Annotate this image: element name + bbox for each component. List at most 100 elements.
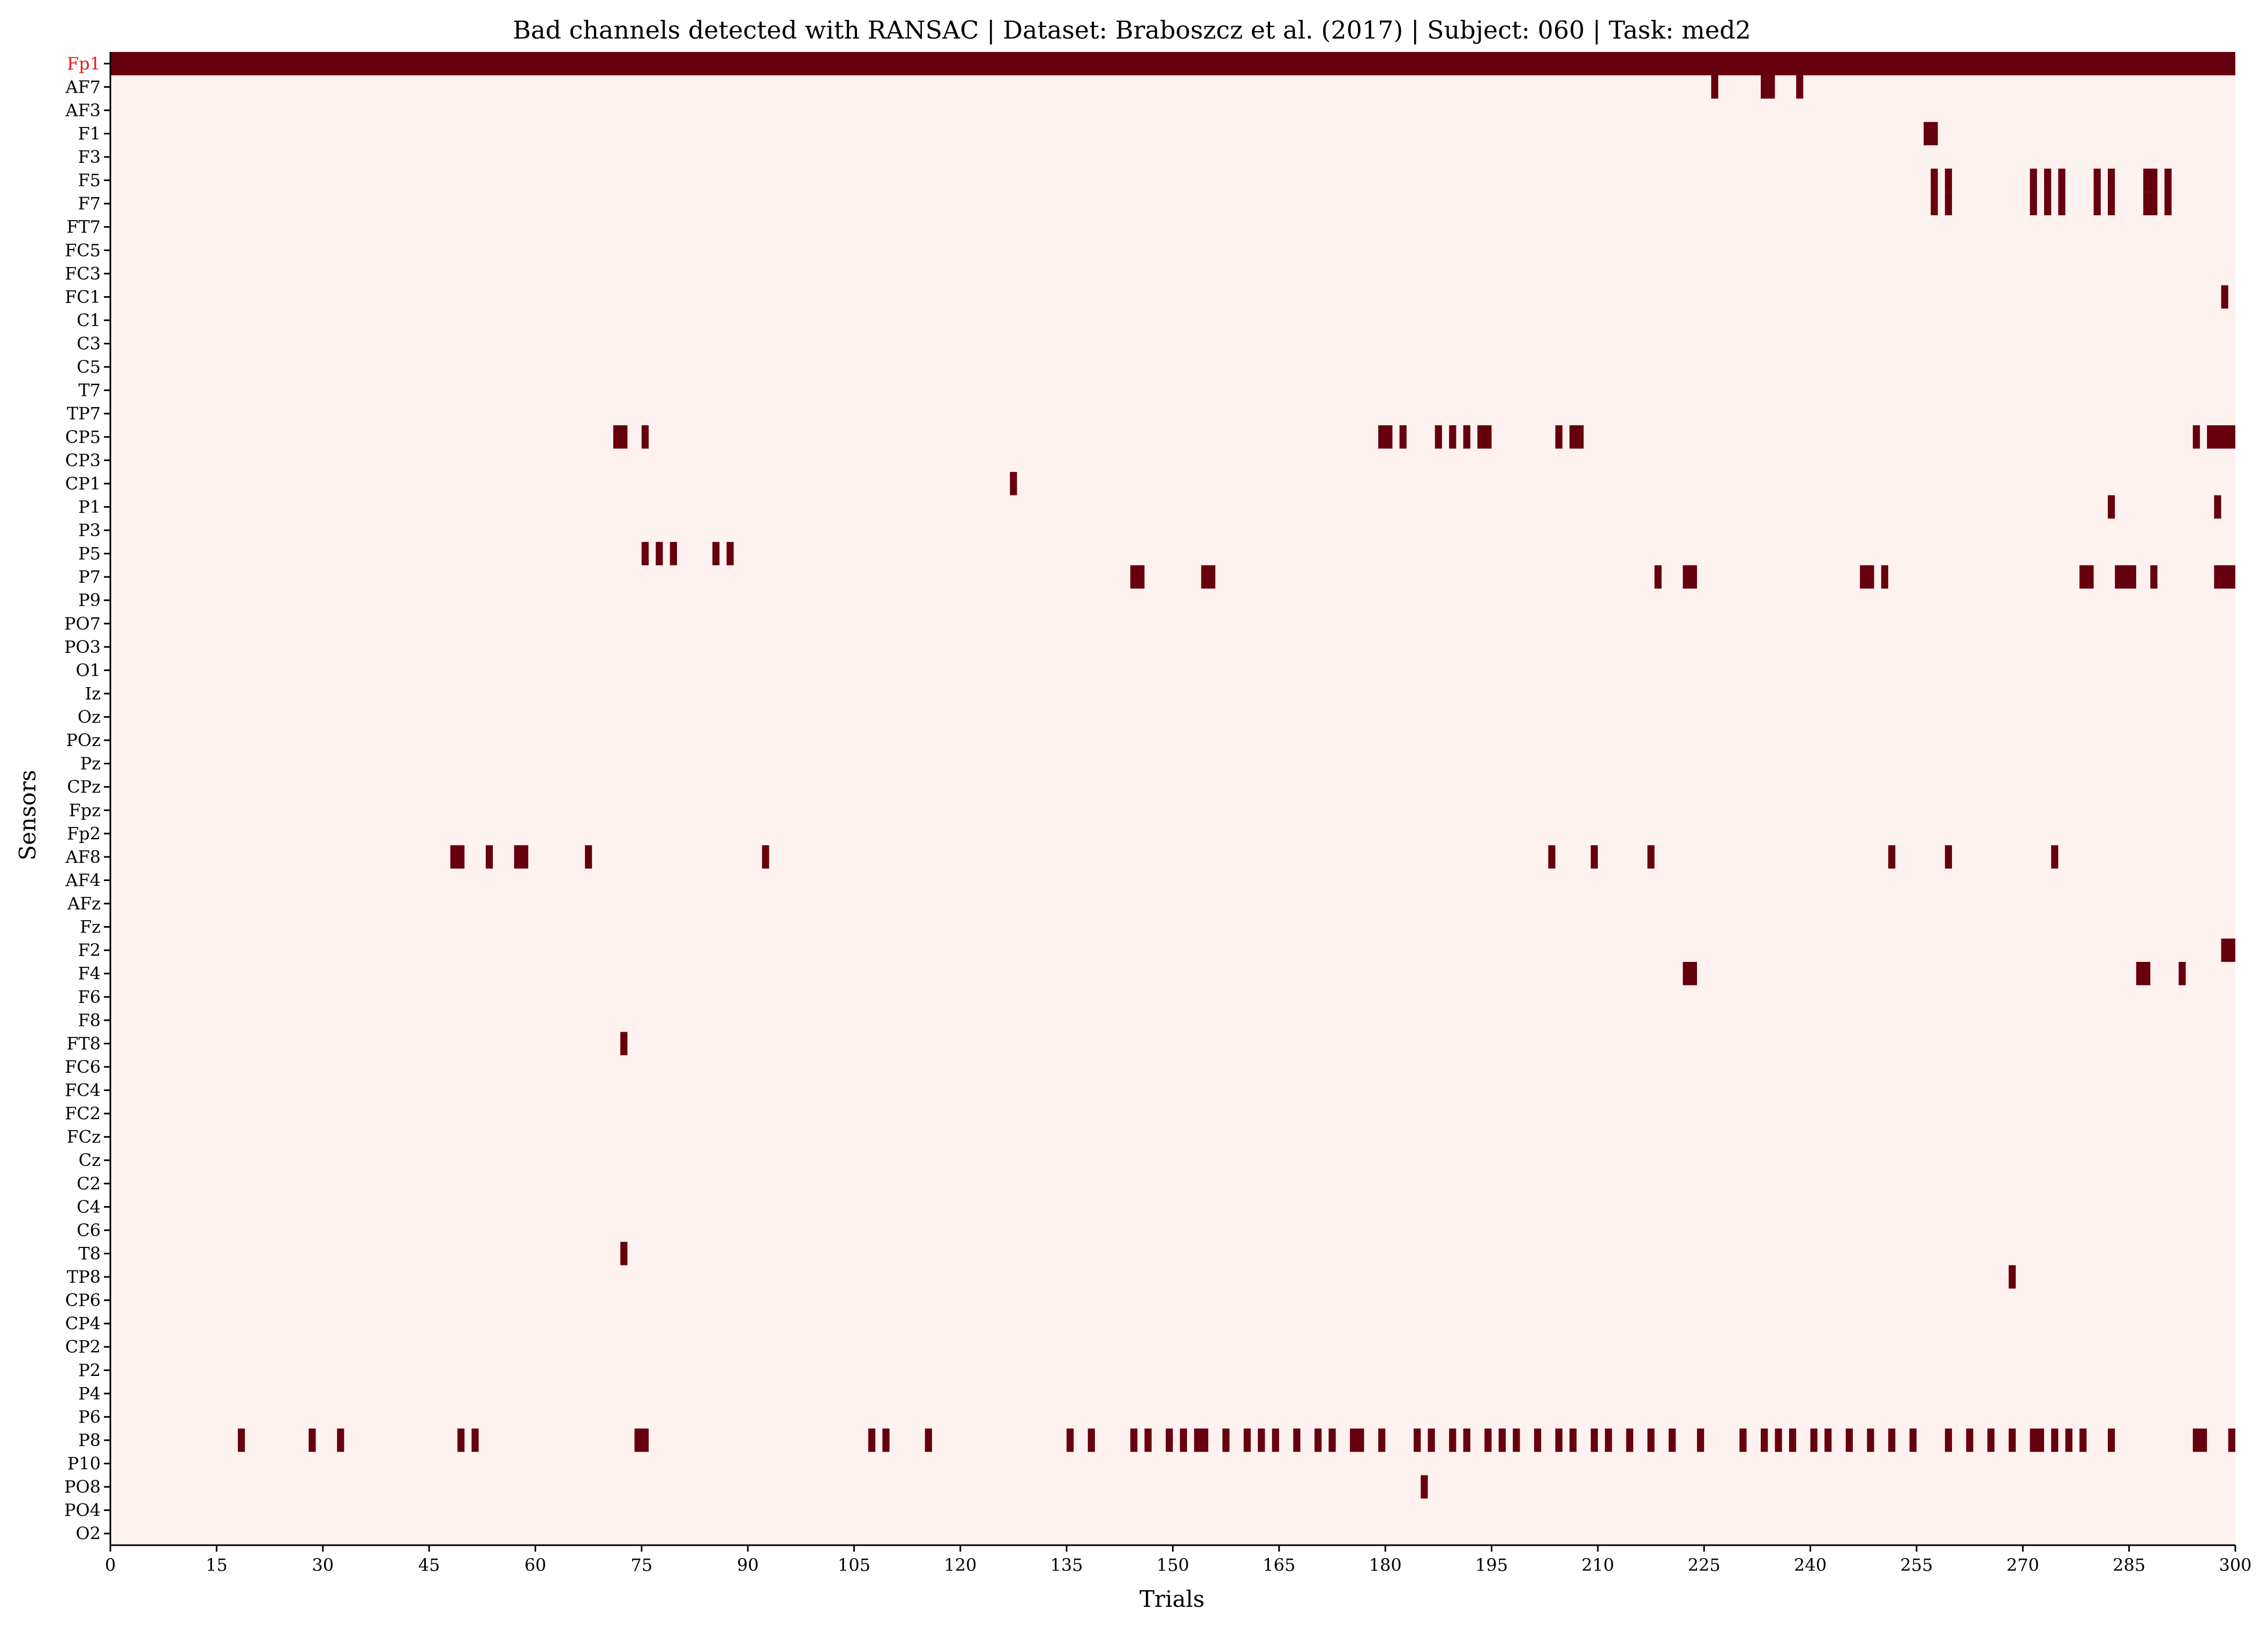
bad-cell <box>1931 192 1938 215</box>
plot-area <box>109 52 2235 1546</box>
bad-cell <box>1272 1428 1279 1452</box>
bad-cell <box>1924 122 1938 146</box>
bad-cell <box>1881 565 1889 589</box>
bad-cell <box>1909 1428 1917 1452</box>
bad-cell <box>1590 1428 1598 1452</box>
bad-cell <box>656 541 663 566</box>
bad-cell <box>2192 1428 2207 1452</box>
y-tick-label: F4 <box>78 964 101 984</box>
bad-cell <box>2115 565 2136 589</box>
bad-cell <box>1987 1428 1995 1452</box>
bad-cell <box>1569 1428 1577 1452</box>
bad-cell <box>1569 425 1584 449</box>
bad-cell <box>2164 192 2172 215</box>
bad-cell <box>1860 565 1874 589</box>
bad-cell <box>2107 192 2115 215</box>
y-tick-label: T8 <box>78 1243 101 1263</box>
bad-cell <box>1534 1428 1542 1452</box>
bad-cell <box>641 541 649 566</box>
bad-cell <box>2079 565 2094 589</box>
y-tick-label: PO8 <box>64 1477 101 1497</box>
bad-cell <box>726 541 734 566</box>
y-tick-label: T7 <box>78 380 101 401</box>
bad-cell <box>1378 1428 1386 1452</box>
x-tick-label: 300 <box>2219 1555 2251 1575</box>
bad-cell <box>1144 1428 1152 1452</box>
y-axis-label: Sensors <box>14 770 41 860</box>
y-tick-label: Fp2 <box>67 823 101 844</box>
bad-cell <box>1180 1428 1187 1452</box>
y-tick-label: O1 <box>76 660 101 680</box>
y-tick-label: POz <box>66 730 101 750</box>
y-tick-label: CPz <box>67 777 101 797</box>
bad-cell <box>2008 1428 2016 1452</box>
y-tick-label: FCz <box>66 1127 101 1147</box>
y-tick-label: F7 <box>78 193 101 214</box>
bad-cell <box>2051 845 2059 869</box>
x-tick-label: 225 <box>1688 1555 1721 1575</box>
bad-cell <box>2008 1265 2016 1289</box>
bad-cell <box>337 1428 344 1452</box>
bad-cell <box>1130 565 1145 589</box>
x-tick-label: 0 <box>105 1555 116 1575</box>
y-tick-label: FC3 <box>65 264 101 284</box>
bad-cell <box>1243 1428 1251 1452</box>
bad-cell <box>1350 1428 1364 1452</box>
x-tick-label: 270 <box>2007 1555 2039 1575</box>
bad-cell <box>110 52 2235 76</box>
bad-cell <box>712 541 720 566</box>
y-tick-label: FT7 <box>66 217 101 237</box>
y-tick-label: C2 <box>77 1173 101 1194</box>
bad-cell <box>2030 192 2037 215</box>
bad-cell <box>1789 1428 1797 1452</box>
y-tick-label: P2 <box>78 1360 101 1380</box>
y-tick-label: CP4 <box>65 1313 101 1334</box>
bad-cell <box>1775 1428 1782 1452</box>
bad-cell <box>1626 1428 1634 1452</box>
y-tick-label: Pz <box>80 754 101 774</box>
y-tick-label: P1 <box>78 496 101 517</box>
bad-cell <box>1711 75 1718 99</box>
x-tick-label: 285 <box>2113 1555 2145 1575</box>
y-tick-label: FC4 <box>65 1080 101 1101</box>
bad-cell <box>1435 425 1442 449</box>
bad-cell <box>1463 425 1470 449</box>
y-tick-label: Fz <box>80 917 101 937</box>
bad-cell <box>1761 1428 1768 1452</box>
bad-cell <box>2221 285 2228 309</box>
bad-cell <box>1314 1428 1322 1452</box>
y-tick-label: C5 <box>77 357 101 377</box>
y-tick-label: CP2 <box>65 1337 101 1357</box>
bad-cell <box>1810 1428 1818 1452</box>
bad-cell <box>2207 425 2235 449</box>
bad-cell <box>1669 1428 1676 1452</box>
bad-cell <box>613 425 628 449</box>
bad-cell <box>2164 168 2172 192</box>
bad-cell <box>1010 472 1017 495</box>
x-tick-label: 30 <box>312 1555 334 1575</box>
x-tick-label: 135 <box>1050 1555 1083 1575</box>
bad-cell <box>2107 168 2115 192</box>
y-tick-label: C4 <box>77 1197 101 1217</box>
x-tick-label: 165 <box>1263 1555 1295 1575</box>
bad-cell <box>1498 1428 1506 1452</box>
bad-cell <box>2093 192 2101 215</box>
bad-cell <box>1067 1428 1074 1452</box>
bad-cell <box>309 1428 316 1452</box>
y-tick-label: F8 <box>78 1010 101 1030</box>
bad-cell <box>2058 168 2066 192</box>
bad-cell <box>2150 565 2158 589</box>
bad-cell <box>2044 192 2052 215</box>
bad-cell <box>514 845 529 869</box>
x-tick-label: 60 <box>524 1555 546 1575</box>
x-tick-label: 105 <box>838 1555 870 1575</box>
y-tick-label: F5 <box>78 170 101 191</box>
y-tick-label: Iz <box>85 683 101 704</box>
bad-cell <box>1378 425 1393 449</box>
bad-cell <box>1739 1428 1747 1452</box>
bad-cell <box>1421 1475 1428 1499</box>
bad-cell <box>584 845 592 869</box>
bad-cell <box>2179 961 2186 985</box>
heatmap-background <box>110 52 2235 1545</box>
